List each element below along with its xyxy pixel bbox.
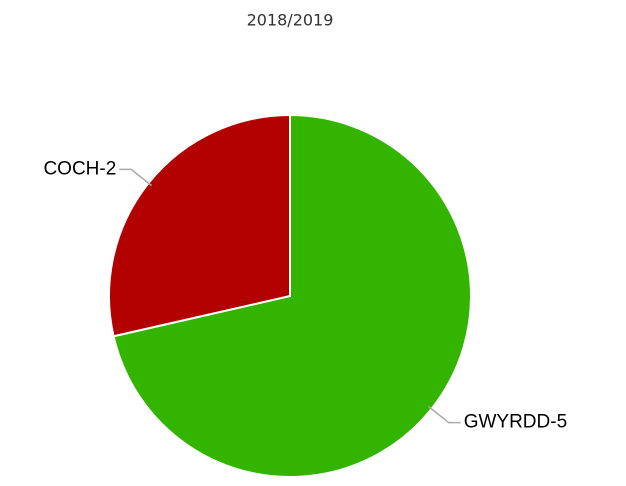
slice-label: COCH-2: [43, 158, 116, 179]
leader-line: [119, 168, 153, 187]
leader-line: [427, 405, 461, 424]
slice-label: GWYRDD-5: [464, 412, 567, 433]
chart-title: 2018/2019: [247, 11, 334, 30]
pie-slice: [108, 113, 291, 338]
